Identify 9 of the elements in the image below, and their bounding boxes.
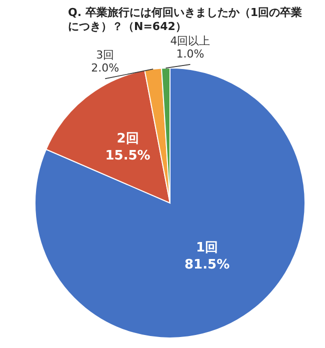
chart-title: Q. 卒業旅行には何回いきましたか（1回の卒業につき）？（N=642） [68,6,304,34]
data-label: 1.0% [176,47,204,60]
slice-label: 3回 [96,48,114,62]
slice-label: 4回以上 [170,34,210,48]
data-label: 81.5% [184,257,230,272]
slice-label: 2回 [116,131,139,146]
slice-label: 1回 [196,240,218,256]
data-label: 2.0% [91,62,120,75]
data-label: 15.5% [105,148,150,164]
